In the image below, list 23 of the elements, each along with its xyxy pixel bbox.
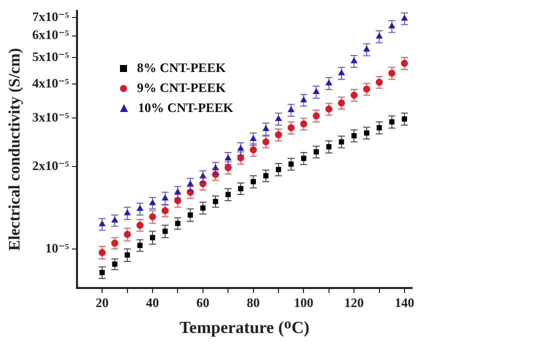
x-tick-label: 40 [146,295,160,310]
y-tick-label: 4x10⁻⁵ [32,75,70,90]
x-tick-label: 140 [394,295,414,310]
x-tick-label: 100 [294,295,314,310]
x-tick-label: 20 [96,295,109,310]
x-tick-label: 60 [196,295,210,310]
y-tick-label: 2x10⁻⁵ [32,158,70,173]
x-tick-label: 120 [344,295,364,310]
y-tick-label: 5x10⁻⁵ [32,48,70,64]
point [326,144,332,150]
y-axis-title: Electrical conductivity (S/cm) [6,48,24,251]
y-tick-label: 3x10⁻⁵ [32,110,70,125]
legend-label: 9% CNT-PEEK [137,80,226,96]
x-tick-label: 80 [246,295,260,310]
x-axis-title: Temperature (ᴼC) [180,318,310,338]
y-tick-label: 10⁻⁵ [45,240,70,256]
point [250,179,256,184]
point [389,119,394,124]
y-tick-label: 6x10⁻⁵ [32,27,70,42]
point [376,125,382,130]
legend-label: 10% CNT-PEEK [138,100,234,116]
legend-label: 8% CNT-PEEK [137,60,226,76]
y-tick-label: 7x10⁻⁵ [32,8,70,24]
